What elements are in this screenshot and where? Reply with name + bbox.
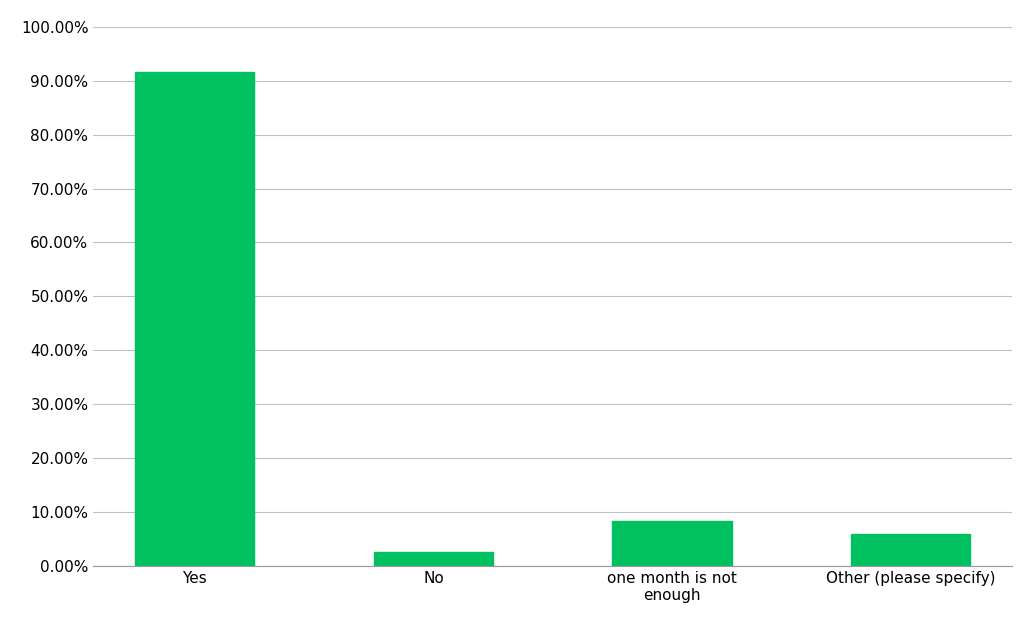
Bar	[851, 535, 970, 566]
Bar	[135, 72, 254, 566]
Bar	[374, 552, 493, 566]
Bar	[613, 521, 731, 566]
